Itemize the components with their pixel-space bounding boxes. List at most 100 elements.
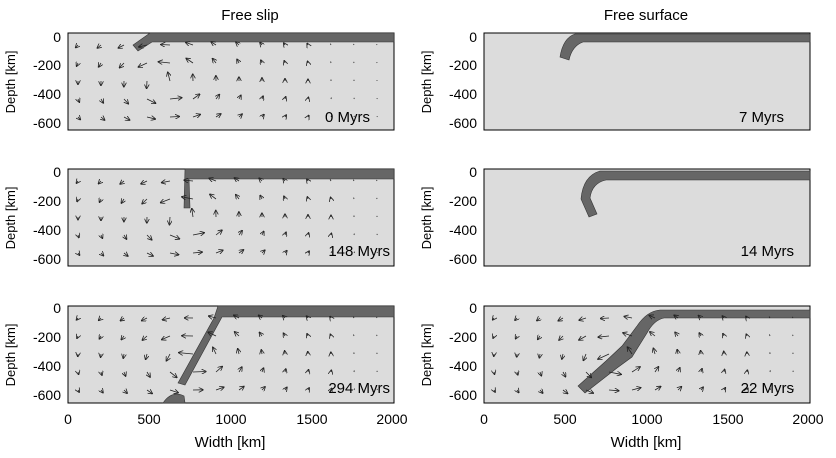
y-tick: 0 <box>53 164 61 180</box>
velocity-arrow <box>169 216 170 225</box>
velocity-arrow <box>654 386 661 390</box>
velocity-arrow <box>162 318 171 320</box>
velocity-arrow <box>678 386 682 390</box>
velocity-arrow <box>121 336 124 340</box>
velocity-arrow <box>330 115 333 118</box>
velocity-arrow <box>623 333 633 336</box>
velocity-arrow <box>308 251 309 253</box>
velocity-arrow <box>308 388 309 390</box>
velocity-arrow <box>146 253 153 256</box>
velocity-arrow <box>99 336 101 339</box>
velocity-arrow <box>162 336 171 340</box>
velocity-arrow <box>494 390 495 392</box>
velocity-arrow <box>139 45 148 47</box>
velocity-arrow <box>608 390 619 391</box>
x-tick: 1000 <box>631 411 662 427</box>
velocity-arrow <box>747 388 748 390</box>
velocity-arrow <box>78 372 79 375</box>
time-label: 22 Myrs <box>741 380 794 397</box>
velocity-arrow <box>238 386 244 390</box>
velocity-arrow <box>494 372 495 374</box>
time-label: 14 Myrs <box>741 243 794 260</box>
velocity-arrow <box>515 336 517 339</box>
y-ticks-right: 0 -200 -400 -600 0 -200 -400 -600 0 -200… <box>449 29 477 403</box>
velocity-arrow <box>209 178 217 181</box>
velocity-arrow <box>186 58 194 64</box>
velocity-arrow <box>608 372 621 374</box>
x-axis-label: Width [km] <box>611 434 682 451</box>
x-tick: 0 <box>64 411 72 427</box>
velocity-arrow <box>649 315 656 318</box>
velocity-arrow <box>540 372 541 376</box>
velocity-arrow <box>101 117 105 120</box>
velocity-arrow <box>792 316 794 319</box>
velocity-arrow <box>123 354 124 358</box>
velocity-arrow <box>283 178 285 181</box>
y-axis-label: Depth [km] <box>419 324 434 387</box>
velocity-arrow <box>169 253 179 255</box>
velocity-arrow <box>558 318 564 321</box>
column-title-free-slip: Free slip <box>221 7 279 24</box>
x-tick: 1500 <box>296 411 327 427</box>
velocity-arrow <box>308 233 309 235</box>
velocity-arrow <box>262 368 264 372</box>
x-ticks-left: 0 500 1000 1500 2000 <box>64 411 408 427</box>
velocity-arrow <box>237 59 239 63</box>
velocity-arrow <box>146 234 152 240</box>
velocity-arrow <box>124 235 127 239</box>
velocity-arrow <box>169 116 179 117</box>
time-label: 148 Myrs <box>328 243 390 260</box>
velocity-arrow <box>559 336 563 340</box>
x-tick: 2000 <box>376 411 407 427</box>
velocity-arrow <box>285 369 286 372</box>
velocity-arrow <box>284 43 285 45</box>
y-tick: -600 <box>33 387 61 403</box>
velocity-arrow <box>234 332 239 336</box>
velocity-arrow <box>285 115 286 117</box>
velocity-arrow <box>147 371 150 377</box>
velocity-arrow <box>236 42 239 45</box>
velocity-arrow <box>285 232 286 235</box>
velocity-arrow <box>124 253 128 256</box>
y-tick: -600 <box>449 387 477 403</box>
y-tick: 0 <box>469 300 477 316</box>
y-tick: -200 <box>449 329 477 345</box>
velocity-arrow <box>77 336 78 339</box>
velocity-arrow <box>259 178 262 181</box>
column-title-free-surface: Free surface <box>604 7 688 24</box>
velocity-arrow <box>674 315 678 318</box>
velocity-arrow <box>538 336 540 340</box>
velocity-arrow <box>493 336 494 338</box>
velocity-arrow <box>585 371 592 378</box>
velocity-arrow <box>184 180 194 181</box>
velocity-arrow <box>212 58 216 63</box>
velocity-arrow <box>75 45 78 48</box>
y-axis-label: Depth [km] <box>419 187 434 250</box>
velocity-arrow <box>208 316 217 318</box>
velocity-arrow <box>98 181 101 184</box>
velocity-arrow <box>98 318 101 321</box>
velocity-arrow <box>537 318 540 321</box>
velocity-arrow <box>169 371 177 378</box>
velocity-arrow <box>307 61 308 63</box>
velocity-arrow <box>492 318 494 320</box>
velocity-arrow <box>101 372 102 375</box>
velocity-arrow <box>585 390 594 393</box>
velocity-arrow <box>600 318 610 319</box>
velocity-arrow <box>215 387 224 390</box>
x-tick: 0 <box>480 411 488 427</box>
velocity-arrow <box>208 332 217 337</box>
time-label: 294 Myrs <box>328 380 390 397</box>
velocity-arrow <box>262 96 263 99</box>
velocity-arrow <box>215 250 223 253</box>
velocity-arrow <box>261 350 262 354</box>
y-tick: -400 <box>33 86 61 102</box>
velocity-arrow <box>98 63 101 67</box>
velocity-arrow <box>142 336 148 340</box>
panel-free-surface-22myrs: 22 Myrs <box>483 305 811 404</box>
velocity-arrow <box>329 179 332 182</box>
velocity-arrow <box>539 354 540 358</box>
velocity-arrow <box>216 94 220 99</box>
velocity-arrow <box>141 181 148 184</box>
